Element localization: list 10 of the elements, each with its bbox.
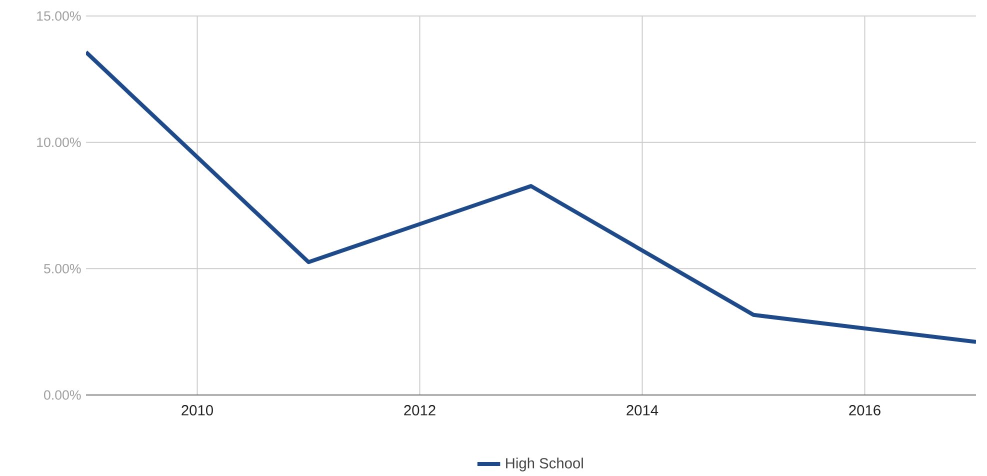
legend-label: High School [506,458,583,472]
y-tick-label: 10.00% [37,138,81,148]
y-tick-label: 15.00% [37,11,81,21]
y-tick-label: 5.00% [44,264,81,274]
x-tick-label: 2010 [182,405,213,416]
line-series [86,50,976,344]
x-tick-label: 2016 [849,405,880,416]
x-tick-label: 2014 [626,405,658,416]
y-tick-label: 0.00% [44,390,81,400]
x-tick-label: 2012 [404,405,436,416]
